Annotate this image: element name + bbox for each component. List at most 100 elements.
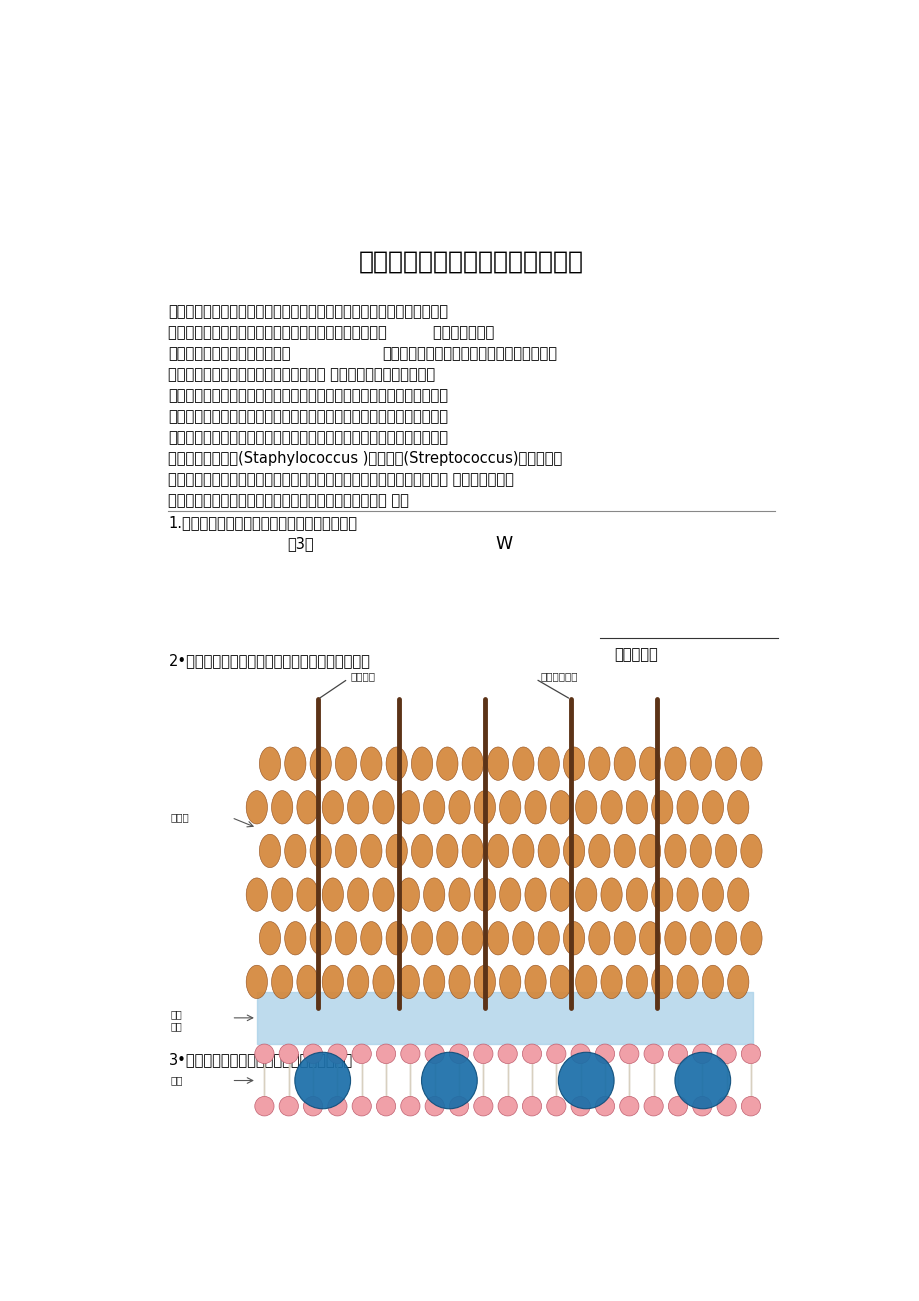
Ellipse shape	[294, 1053, 350, 1108]
Circle shape	[716, 1097, 735, 1116]
Circle shape	[497, 1043, 516, 1064]
Ellipse shape	[525, 878, 546, 911]
Circle shape	[473, 1097, 493, 1116]
Circle shape	[595, 1043, 614, 1064]
Ellipse shape	[322, 791, 343, 824]
Ellipse shape	[487, 921, 508, 955]
Text: 2•阳性菌有磷壁酸，阴性菌没有。磷壁酸如下图：: 2•阳性菌有磷壁酸，阴性菌没有。磷壁酸如下图：	[168, 653, 370, 669]
Ellipse shape	[701, 965, 722, 999]
Ellipse shape	[676, 965, 698, 999]
Circle shape	[643, 1043, 663, 1064]
Text: 的细菌分为两大类，革兰氏阳性菌和革兰氏阴性菌。大多数化脓性球菌都: 的细菌分为两大类，革兰氏阳性菌和革兰氏阴性菌。大多数化脓性球菌都	[168, 388, 448, 403]
Text: 不会被脱色呈现紫色，革兰氏阴性菌会被脱色呈现红色。          在治疗上，大多: 不会被脱色呈现紫色，革兰氏阴性菌会被脱色呈现红色。 在治疗上，大多	[168, 325, 494, 340]
Ellipse shape	[448, 791, 470, 824]
Ellipse shape	[423, 878, 445, 911]
Ellipse shape	[562, 834, 584, 868]
Text: 美脂磷酸: 美脂磷酸	[350, 671, 375, 682]
Text: 性菌有：葡萄球菌(Staphylococcus )、链球菌(Streptococcus)、肺炎双球: 性菌有：葡萄球菌(Staphylococcus )、链球菌(Streptococ…	[168, 451, 562, 466]
Ellipse shape	[727, 878, 748, 911]
Ellipse shape	[360, 834, 381, 868]
Ellipse shape	[461, 834, 482, 868]
Ellipse shape	[651, 791, 672, 824]
Ellipse shape	[473, 878, 495, 911]
Ellipse shape	[715, 747, 736, 781]
Ellipse shape	[701, 791, 722, 824]
Ellipse shape	[562, 747, 584, 781]
Ellipse shape	[512, 834, 533, 868]
Ellipse shape	[423, 791, 445, 824]
Ellipse shape	[271, 878, 292, 911]
Ellipse shape	[347, 965, 369, 999]
Circle shape	[546, 1043, 565, 1064]
Circle shape	[473, 1043, 493, 1064]
Text: W: W	[494, 535, 512, 553]
Text: 属于革兰氏氏阳性菌，它们能产生外毒素使人致病，而大多数肠道菌多属: 属于革兰氏氏阳性菌，它们能产生外毒素使人致病，而大多数肠道菌多属	[168, 409, 448, 424]
Ellipse shape	[372, 965, 393, 999]
Ellipse shape	[600, 791, 621, 824]
Circle shape	[401, 1043, 420, 1064]
Ellipse shape	[322, 965, 343, 999]
Circle shape	[716, 1043, 735, 1064]
Ellipse shape	[473, 791, 495, 824]
Ellipse shape	[550, 791, 571, 824]
Circle shape	[303, 1043, 323, 1064]
Circle shape	[352, 1097, 371, 1116]
Text: 菌、炭疽杆菌、白喉杆菌、破伤风杆菌等；常见的革兰氏阴性菌有痢疾杆 菌、伤寒杆菌、: 菌、炭疽杆菌、白喉杆菌、破伤风杆菌等；常见的革兰氏阴性菌有痢疾杆 菌、伤寒杆菌、	[168, 472, 514, 487]
Ellipse shape	[297, 791, 318, 824]
Ellipse shape	[525, 791, 546, 824]
Ellipse shape	[259, 834, 280, 868]
Ellipse shape	[614, 747, 635, 781]
Ellipse shape	[740, 747, 761, 781]
Circle shape	[425, 1043, 444, 1064]
Ellipse shape	[246, 791, 267, 824]
Ellipse shape	[360, 921, 381, 955]
Circle shape	[425, 1097, 444, 1116]
Ellipse shape	[689, 921, 710, 955]
Ellipse shape	[676, 878, 698, 911]
Circle shape	[522, 1097, 541, 1116]
Ellipse shape	[727, 965, 748, 999]
Circle shape	[571, 1043, 590, 1064]
Ellipse shape	[411, 834, 432, 868]
Ellipse shape	[246, 965, 267, 999]
Ellipse shape	[360, 747, 381, 781]
Text: 周质
间隙: 周质 间隙	[171, 1010, 182, 1032]
Text: 数革兰氏阳性菌都对青霉素敏感: 数革兰氏阳性菌都对青霉素敏感	[168, 346, 290, 360]
Ellipse shape	[398, 791, 419, 824]
Ellipse shape	[701, 878, 722, 911]
Ellipse shape	[499, 791, 520, 824]
Ellipse shape	[372, 791, 393, 824]
Ellipse shape	[271, 791, 292, 824]
Circle shape	[352, 1043, 371, 1064]
Ellipse shape	[626, 965, 647, 999]
Ellipse shape	[499, 965, 520, 999]
Circle shape	[619, 1043, 638, 1064]
Ellipse shape	[651, 965, 672, 999]
Ellipse shape	[297, 878, 318, 911]
Ellipse shape	[259, 921, 280, 955]
Ellipse shape	[639, 921, 660, 955]
Ellipse shape	[411, 921, 432, 955]
Ellipse shape	[675, 1053, 730, 1108]
Circle shape	[667, 1097, 686, 1116]
Ellipse shape	[626, 791, 647, 824]
Text: 质膜: 质膜	[171, 1076, 183, 1085]
Ellipse shape	[626, 878, 647, 911]
Ellipse shape	[448, 878, 470, 911]
Ellipse shape	[512, 921, 533, 955]
Circle shape	[741, 1097, 760, 1116]
Text: 笔兰氏刷性: 笔兰氏刷性	[614, 647, 657, 662]
Circle shape	[643, 1097, 663, 1116]
Ellipse shape	[550, 878, 571, 911]
Circle shape	[327, 1097, 346, 1116]
Circle shape	[278, 1097, 298, 1116]
Ellipse shape	[689, 834, 710, 868]
Circle shape	[376, 1097, 395, 1116]
Ellipse shape	[499, 878, 520, 911]
Ellipse shape	[448, 965, 470, 999]
Ellipse shape	[676, 791, 698, 824]
Text: 3•阳性菌无外膜，阴性菌有外膜，其图如下：: 3•阳性菌无外膜，阴性菌有外膜，其图如下：	[168, 1053, 352, 1067]
Text: 把细菌采用龙胆紫染色，涂碘加强染色。然后用酒精脱色，革兰氏阳性菌: 把细菌采用龙胆紫染色，涂碘加强染色。然后用酒精脱色，革兰氏阳性菌	[168, 304, 448, 319]
Ellipse shape	[423, 965, 445, 999]
Circle shape	[497, 1097, 516, 1116]
